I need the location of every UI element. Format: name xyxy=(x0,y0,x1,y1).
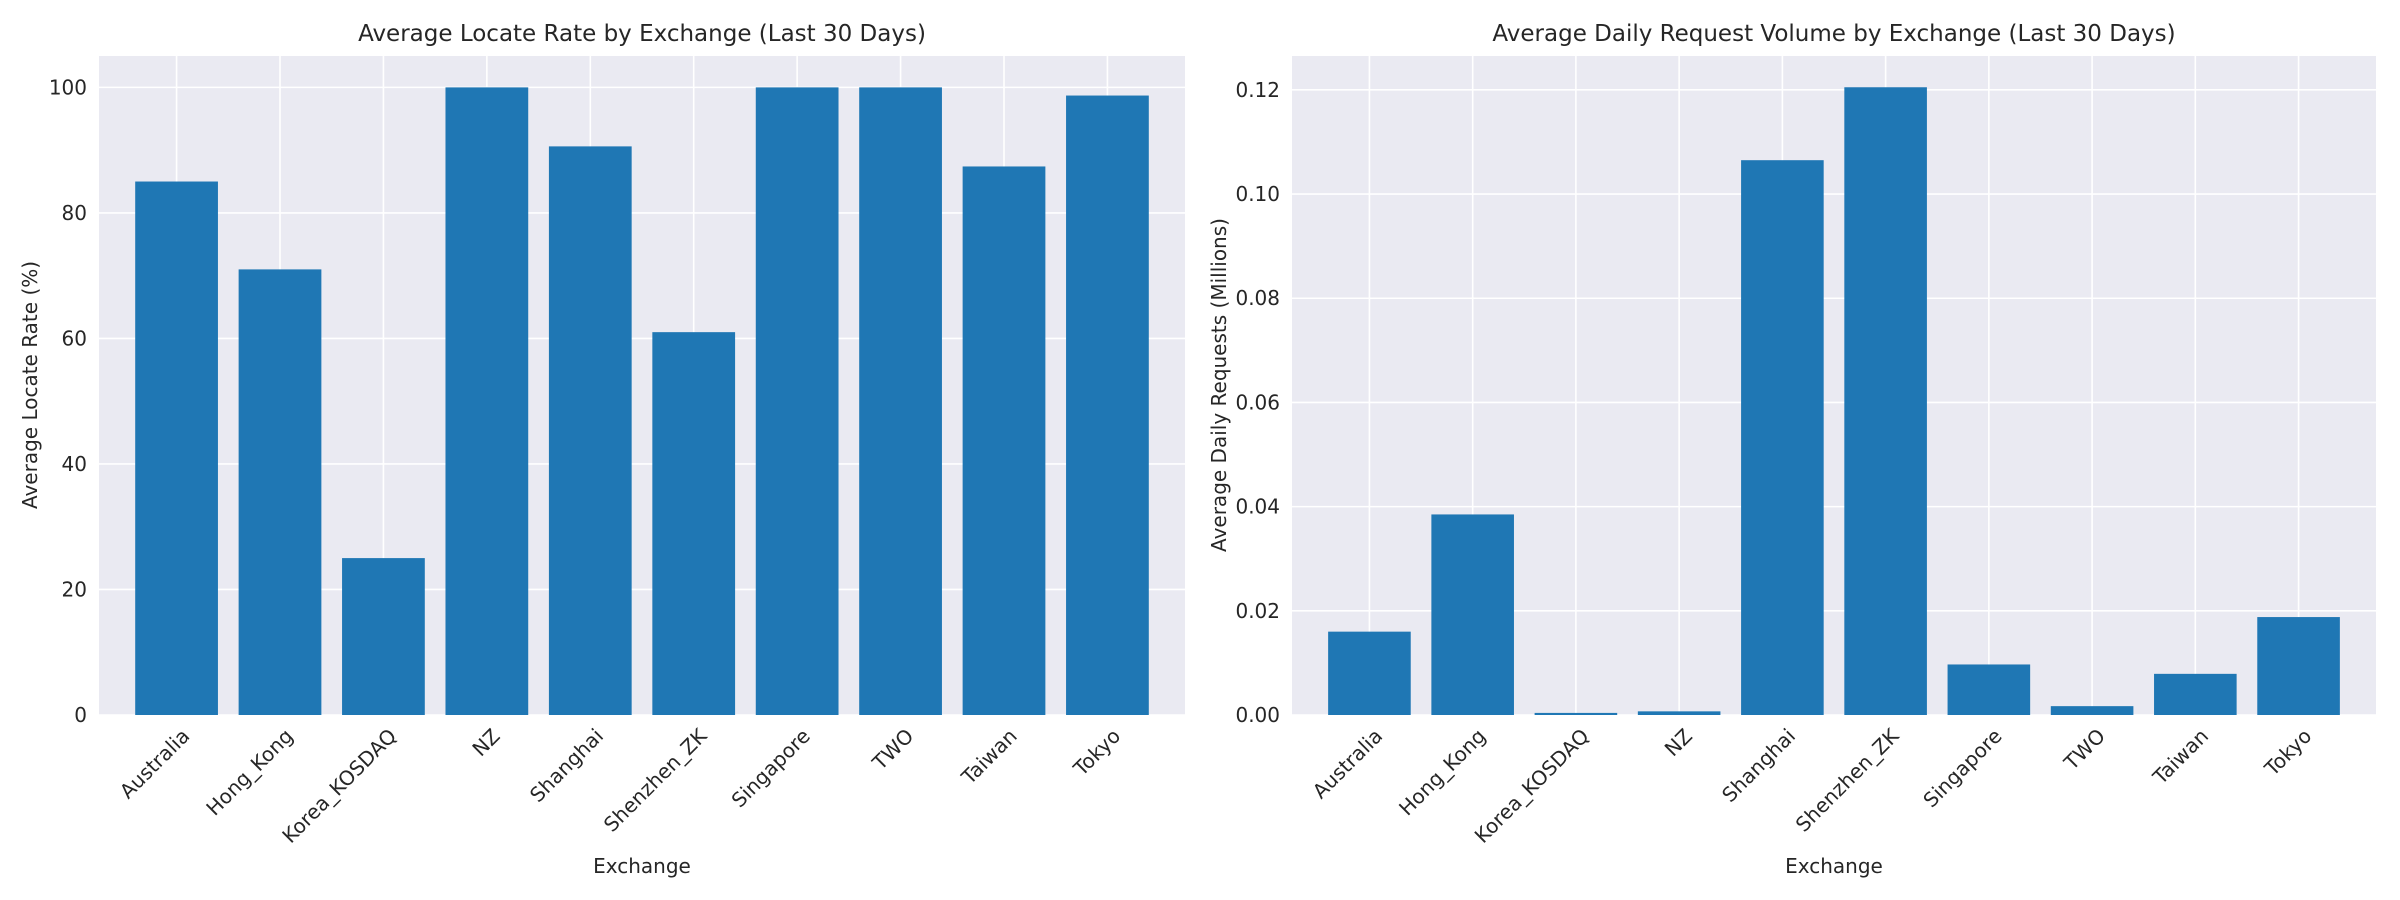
bar-korea-kosdaq xyxy=(342,558,425,715)
bar-two xyxy=(2050,706,2134,715)
bar-shanghai xyxy=(548,146,632,715)
chart-title-left: Average Locate Rate by Exchange (Last 30… xyxy=(358,21,926,47)
y-tick-label: 80 xyxy=(62,201,87,225)
bar-nz xyxy=(1637,711,1721,715)
bar-hong-kong xyxy=(1431,514,1514,715)
y-tick-label: 0.00 xyxy=(1235,703,1280,727)
bar-shenzhen-zk xyxy=(1844,87,1927,716)
bar-shanghai xyxy=(1741,160,1824,716)
bar-australia xyxy=(135,181,218,715)
bars-left xyxy=(135,87,1149,716)
bars-right xyxy=(1328,87,2340,716)
y-tick-label: 0.08 xyxy=(1235,286,1280,310)
bar-australia xyxy=(1328,631,1411,715)
y-tick-label: 0.02 xyxy=(1235,599,1280,623)
bar-taiwan xyxy=(2154,673,2237,715)
bar-korea-kosdaq xyxy=(1534,712,1618,715)
bar-singapore xyxy=(1947,664,2031,715)
y-tick-labels-right: 0.00 0.02 0.04 0.06 0.08 0.10 0.12 xyxy=(1235,78,1280,727)
y-tick-label: 0.06 xyxy=(1235,390,1280,414)
y-tick-label: 0.12 xyxy=(1235,78,1280,102)
bar-tokyo xyxy=(1066,95,1149,716)
bar-singapore xyxy=(755,87,839,715)
x-axis-label-left: Exchange xyxy=(593,854,691,878)
y-tick-label: 100 xyxy=(49,75,87,99)
x-axis-label-right: Exchange xyxy=(1785,854,1883,878)
y-tick-label: 60 xyxy=(62,326,87,350)
bar-hong-kong xyxy=(238,269,322,715)
bar-nz xyxy=(445,87,529,715)
bar-taiwan xyxy=(962,166,1046,716)
y-tick-labels-left: 0 20 40 60 80 100 xyxy=(49,75,87,727)
y-tick-label: 40 xyxy=(62,452,87,476)
y-tick-label: 0.10 xyxy=(1235,182,1280,206)
y-tick-label: 20 xyxy=(62,577,87,601)
y-tick-label: 0.04 xyxy=(1235,495,1280,519)
y-axis-label-left: Average Locate Rate (%) xyxy=(18,261,42,509)
bar-shenzhen-zk xyxy=(652,332,736,715)
y-tick-label: 0 xyxy=(74,703,87,727)
chart-title-right: Average Daily Request Volume by Exchange… xyxy=(1492,21,2175,47)
bar-two xyxy=(859,87,942,715)
y-axis-label-right: Average Daily Requests (Millions) xyxy=(1207,218,1231,552)
bar-tokyo xyxy=(2257,617,2340,715)
